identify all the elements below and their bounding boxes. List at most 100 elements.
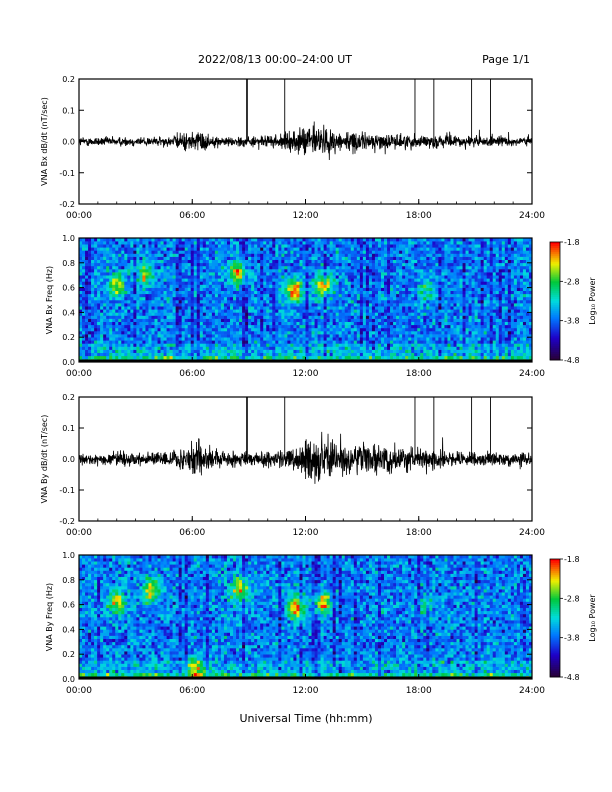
spectrogram-cell xyxy=(266,324,270,329)
spectrogram-cell xyxy=(223,293,228,298)
spectrogram-cell xyxy=(311,265,315,270)
spectrogram-cell xyxy=(145,355,149,360)
spectrogram-cell xyxy=(245,346,249,350)
spectrogram-cell xyxy=(290,253,294,257)
spectrogram-cell xyxy=(196,241,201,245)
spectrogram-cell xyxy=(432,355,436,360)
spectrogram-cell xyxy=(393,287,397,291)
spectrogram-cell xyxy=(109,238,113,242)
spectrogram-cell xyxy=(374,241,379,245)
spectrogram-cell xyxy=(130,238,134,242)
spectrogram-cell xyxy=(329,337,333,341)
spectrogram-cell xyxy=(160,349,164,353)
spectrogram-cell xyxy=(160,281,164,285)
spectrogram-cell xyxy=(278,287,282,291)
spectrogram-cell xyxy=(344,352,349,357)
spectrogram-cell xyxy=(365,256,370,260)
spectrogram-cell xyxy=(447,355,451,360)
spectrogram-cell xyxy=(275,334,279,338)
spectrogram-cell xyxy=(239,284,243,288)
spectrogram-cell xyxy=(163,309,167,313)
spectrogram-cell xyxy=(290,303,294,307)
spectrogram-cell xyxy=(402,343,406,347)
spectrogram-cell xyxy=(320,334,324,338)
spectrogram-cell xyxy=(284,337,288,341)
spectrogram-cell xyxy=(441,244,445,248)
spectrogram-cell xyxy=(302,272,306,276)
spectrogram-cell xyxy=(408,278,412,282)
spectrogram-cell xyxy=(100,346,104,350)
spectrogram-cell xyxy=(414,241,418,245)
spectrogram-cell xyxy=(281,300,285,304)
spectrogram-cell xyxy=(223,303,228,307)
spectrogram-cell xyxy=(202,281,207,285)
spectrogram-cell xyxy=(290,334,294,338)
spectrogram-cell xyxy=(402,259,406,264)
spectrogram-cell xyxy=(281,327,285,332)
spectrogram-cell xyxy=(377,250,382,254)
spectrogram-cell xyxy=(444,303,448,307)
spectrogram-cell xyxy=(390,315,394,319)
spectrogram-cell xyxy=(193,346,198,350)
spectrogram-cell xyxy=(251,343,255,347)
spectrogram-cell xyxy=(139,244,143,248)
spectrogram-cell xyxy=(323,300,327,304)
spectrogram-cell xyxy=(269,253,273,257)
spectrogram-cell xyxy=(190,247,195,251)
spectrogram-cell xyxy=(190,318,195,322)
spectrogram-cell xyxy=(202,337,207,341)
spectrogram-cell xyxy=(272,259,276,264)
spectrogram-cell xyxy=(417,303,421,307)
spectrogram-cell xyxy=(226,244,231,248)
spectrogram-cell xyxy=(112,309,116,313)
spectrogram-cell xyxy=(417,331,421,335)
spectrogram-cell xyxy=(190,324,195,329)
spectrogram-cell xyxy=(139,300,143,304)
spectrogram-cell xyxy=(435,346,439,350)
spectrogram-cell xyxy=(332,238,336,242)
spectrogram-cell xyxy=(106,256,110,260)
spectrogram-cell xyxy=(196,349,201,353)
spectrogram-cell xyxy=(344,250,349,254)
spectrogram-cell xyxy=(230,241,234,245)
spectrogram-cell xyxy=(396,241,400,245)
spectrogram-cell xyxy=(347,269,352,273)
spectrogram-cell xyxy=(444,327,448,332)
spectrogram-cell xyxy=(175,300,179,304)
spectrogram-cell xyxy=(136,272,140,276)
spectrogram-cell xyxy=(88,256,92,260)
spectrogram-cell xyxy=(359,306,364,310)
spectrogram-cell xyxy=(390,306,394,310)
spectrogram-cell xyxy=(374,321,379,326)
spectrogram-cell xyxy=(208,284,213,288)
spectrogram-cell xyxy=(399,256,403,260)
spectrogram-cell xyxy=(284,272,288,276)
spectrogram-cell xyxy=(248,262,252,267)
spectrogram-cell xyxy=(260,290,264,295)
spectrogram-cell xyxy=(447,331,451,335)
spectrogram-cell xyxy=(136,253,140,257)
spectrogram-cell xyxy=(272,262,276,267)
spectrogram-cell xyxy=(133,272,137,276)
spectrogram-cell xyxy=(287,269,291,273)
spectrogram-cell xyxy=(381,300,385,304)
spectrogram-cell xyxy=(254,250,258,254)
spectrogram-cell xyxy=(344,275,349,279)
spectrogram-cell xyxy=(160,265,164,270)
spectrogram-cell xyxy=(317,337,321,341)
spectrogram-cell xyxy=(423,334,427,338)
spectrogram-cell xyxy=(151,265,155,270)
spectrogram-cell xyxy=(323,315,327,319)
spectrogram-cell xyxy=(377,346,382,350)
spectrogram-cell xyxy=(302,324,306,329)
spectrogram-cell xyxy=(377,331,382,335)
spectrogram-cell xyxy=(426,272,430,276)
spectrogram-cell xyxy=(302,340,306,344)
spectrogram-cell xyxy=(154,253,158,257)
spectrogram-cell xyxy=(314,312,318,316)
spectrogram-cell xyxy=(160,253,164,257)
spectrogram-cell xyxy=(148,296,152,301)
spectrogram-cell xyxy=(263,259,267,264)
spectrogram-cell xyxy=(429,334,433,338)
spectrogram-cell xyxy=(396,334,400,338)
